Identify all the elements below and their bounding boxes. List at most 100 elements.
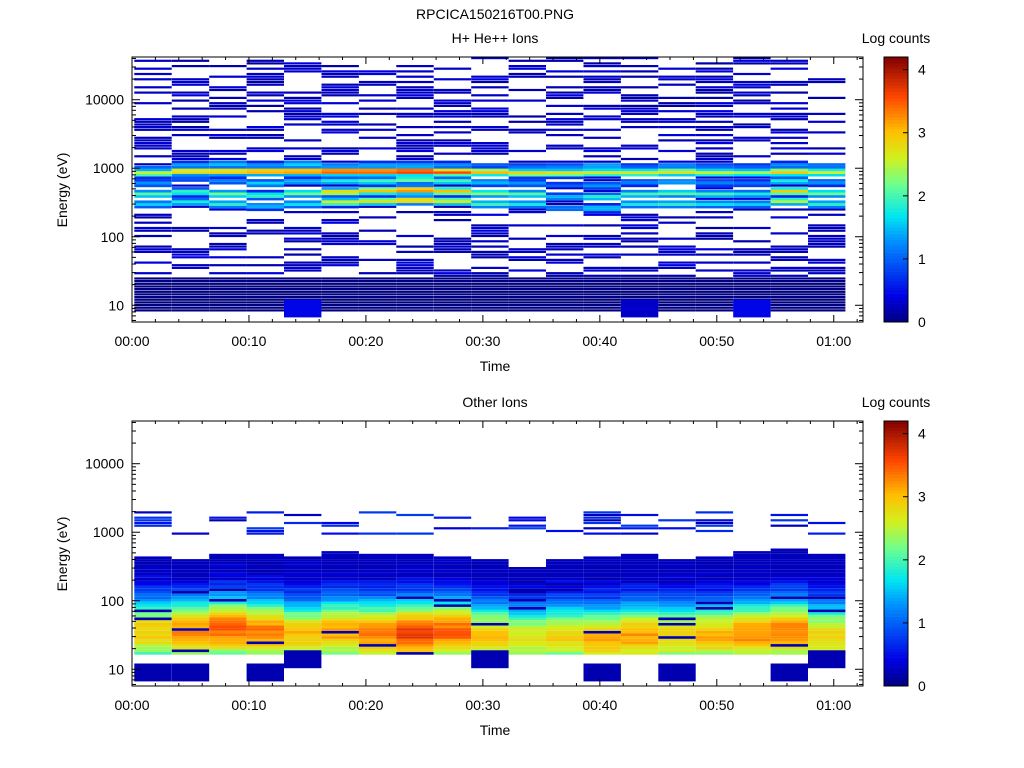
- heatmap-cell: [321, 187, 359, 190]
- heatmap-cell: [583, 189, 621, 192]
- heatmap-cell: [770, 136, 808, 139]
- heatmap-cell: [508, 192, 546, 196]
- heatmap-cell: [620, 293, 659, 296]
- heatmap-cell: [508, 75, 546, 78]
- heatmap-cell: [508, 567, 546, 570]
- heatmap-cell: [358, 644, 397, 647]
- heatmap-cell: [695, 572, 734, 576]
- colorbar-swatch: [884, 173, 908, 178]
- heatmap-cell: [358, 229, 397, 232]
- heatmap-cell: [358, 556, 397, 560]
- colorbar-swatch: [884, 107, 908, 111]
- colorbar-swatch: [884, 287, 908, 291]
- heatmap-cell: [321, 195, 359, 198]
- colorbar-frame: [883, 420, 909, 687]
- heatmap-cell: [396, 179, 434, 182]
- heatmap-cell: [321, 617, 359, 621]
- heatmap-cell: [471, 612, 509, 615]
- heatmap-cell: [134, 216, 172, 219]
- heatmap-cell: [546, 644, 584, 647]
- heatmap-cell: [620, 240, 659, 243]
- heatmap-cell: [808, 553, 846, 557]
- heatmap-cell: [546, 248, 584, 251]
- colorbar-swatch: [884, 670, 908, 674]
- heatmap-cell: [733, 155, 771, 158]
- heatmap-cell: [171, 205, 210, 208]
- heatmap-cell: [658, 102, 696, 105]
- heatmap-cell: [733, 261, 771, 264]
- heatmap-cell: [284, 203, 322, 206]
- heatmap-cell: [695, 282, 734, 285]
- heatmap-cell: [808, 583, 846, 586]
- heatmap-cell: [358, 606, 397, 610]
- colorbar-swatch: [884, 91, 908, 96]
- heatmap-cell: [171, 78, 210, 81]
- heatmap-cell: [246, 606, 284, 610]
- heatmap-cell: [658, 598, 696, 602]
- heatmap-cell: [620, 277, 659, 280]
- heatmap-cell: [209, 644, 247, 647]
- heatmap-cell: [695, 567, 734, 570]
- colorbar-swatch: [884, 619, 908, 624]
- heatmap-cell: [396, 80, 434, 84]
- heatmap-cell: [284, 112, 322, 115]
- heatmap-cell: [583, 638, 621, 642]
- heatmap-cell: [808, 590, 846, 594]
- heatmap-cell: [134, 280, 172, 283]
- colorbar-swatch: [884, 142, 908, 146]
- x-tick-label: 00:00: [114, 697, 149, 713]
- heatmap-cell: [620, 636, 659, 639]
- heatmap-cell: [770, 606, 808, 610]
- colorbar-swatch: [884, 556, 908, 561]
- heatmap-cell: [433, 242, 472, 246]
- heatmap-cell: [471, 128, 509, 131]
- heatmap-cell: [209, 205, 247, 209]
- heatmap-cell: [770, 195, 808, 198]
- heatmap-cell: [246, 173, 284, 177]
- heatmap-cell: [134, 229, 172, 232]
- heatmap-cell: [808, 168, 846, 172]
- heatmap-cell: [134, 205, 172, 209]
- heatmap-cell: [471, 144, 509, 147]
- heatmap-cell: [396, 65, 434, 68]
- heatmap-cell: [658, 78, 696, 81]
- heatmap-cell: [733, 604, 771, 607]
- heatmap-cell: [808, 630, 846, 634]
- heatmap-cell: [695, 601, 734, 605]
- heatmap-cell: [620, 644, 659, 647]
- heatmap-cell: [358, 590, 397, 594]
- heatmap-cell: [546, 144, 584, 147]
- heatmap-cell: [433, 171, 472, 174]
- heatmap-cell: [209, 633, 247, 637]
- heatmap-cell: [433, 102, 472, 105]
- heatmap-cell: [658, 617, 696, 621]
- heatmap-cell: [546, 293, 584, 296]
- heatmap-cell: [770, 91, 808, 94]
- heatmap-cell: [321, 149, 359, 153]
- heatmap-cell: [246, 306, 284, 309]
- heatmap-cell: [284, 173, 322, 177]
- heatmap-cell: [620, 288, 659, 291]
- heatmap-cell: [246, 208, 284, 212]
- heatmap-cell: [808, 272, 846, 275]
- heatmap-cell: [733, 617, 771, 621]
- heatmap-cell: [358, 553, 397, 557]
- heatmap-cell: [209, 617, 247, 621]
- heatmap-cells: [134, 511, 846, 682]
- heatmap-cell: [321, 575, 359, 578]
- heatmap-cell: [620, 628, 659, 631]
- heatmap-cell: [246, 572, 284, 576]
- heatmap-cell: [770, 168, 808, 172]
- heatmap-cell: [620, 99, 659, 102]
- heatmap-cell: [358, 622, 397, 626]
- heatmap-cell: [808, 261, 846, 264]
- heatmap-cell: [508, 72, 546, 76]
- colorbar-swatch: [884, 641, 908, 646]
- heatmap-cell: [321, 258, 359, 261]
- heatmap-cell: [246, 556, 284, 560]
- heatmap-cell: [658, 264, 696, 267]
- heatmap-cell: [321, 171, 359, 174]
- heatmap-cell: [620, 612, 659, 615]
- heatmap-cell: [808, 303, 846, 307]
